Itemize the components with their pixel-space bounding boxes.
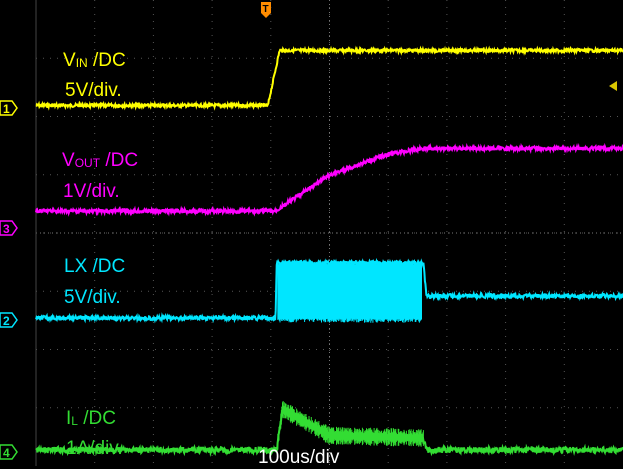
- channel-marker-label: 3: [3, 222, 10, 236]
- ch2-label: LX /DC: [64, 256, 125, 279]
- channel-marker-label: 4: [3, 446, 10, 460]
- channel-marker-label: 2: [3, 314, 10, 328]
- timebase-readout: 100us/div: [258, 447, 340, 468]
- ch4-coupling: /DC: [83, 408, 116, 429]
- ch1-label: VIN /DC: [63, 50, 126, 73]
- ch1-scale: 5V/div.: [65, 80, 122, 101]
- ch3-name: V: [62, 150, 75, 171]
- channel-marker-4: 4: [0, 444, 18, 460]
- ch3-scale: 1V/div.: [63, 181, 120, 202]
- trace-vin: [35, 45, 623, 111]
- ch2-coupling: /DC: [92, 256, 126, 277]
- channel-marker-3: 3: [0, 220, 18, 236]
- trace-il-ripple: [277, 401, 424, 450]
- grid: [35, 0, 623, 466]
- ch3-name-sub: OUT: [74, 156, 101, 170]
- ch2-name: LX: [64, 256, 88, 277]
- ch1-coupling: /DC: [92, 50, 126, 71]
- trace-lx-burst: [277, 261, 422, 323]
- channel-marker-shape: [0, 220, 18, 236]
- trigger-marker-shape: [261, 2, 271, 18]
- ch1-name: V: [63, 50, 76, 71]
- ch2-scale: 5V/div.: [64, 287, 121, 308]
- ch4-label: IL /DC: [66, 408, 116, 431]
- channel-marker-shape: [0, 312, 18, 328]
- ch4-name-sub: L: [71, 414, 78, 428]
- ch1-name-sub: IN: [75, 56, 88, 70]
- trigger-level-marker: [609, 81, 617, 91]
- channel-marker-1: 1: [0, 100, 18, 116]
- ch4-scale: 1A/div.: [66, 438, 123, 459]
- traces: [35, 45, 623, 457]
- channel-marker-2: 2: [0, 312, 18, 328]
- ch3-coupling: /DC: [105, 150, 139, 171]
- channel-marker-label: 1: [3, 102, 10, 116]
- channel-marker-shape: [0, 100, 18, 116]
- ch4-name: I: [66, 408, 72, 429]
- trace-vout: [35, 142, 623, 217]
- channel-markers: 1 3 2 4: [0, 100, 18, 460]
- channel-marker-shape: [0, 444, 18, 460]
- trigger-marker-label: T: [263, 4, 269, 15]
- trigger-marker: T: [261, 2, 271, 18]
- ch3-label: VOUT /DC: [62, 150, 138, 173]
